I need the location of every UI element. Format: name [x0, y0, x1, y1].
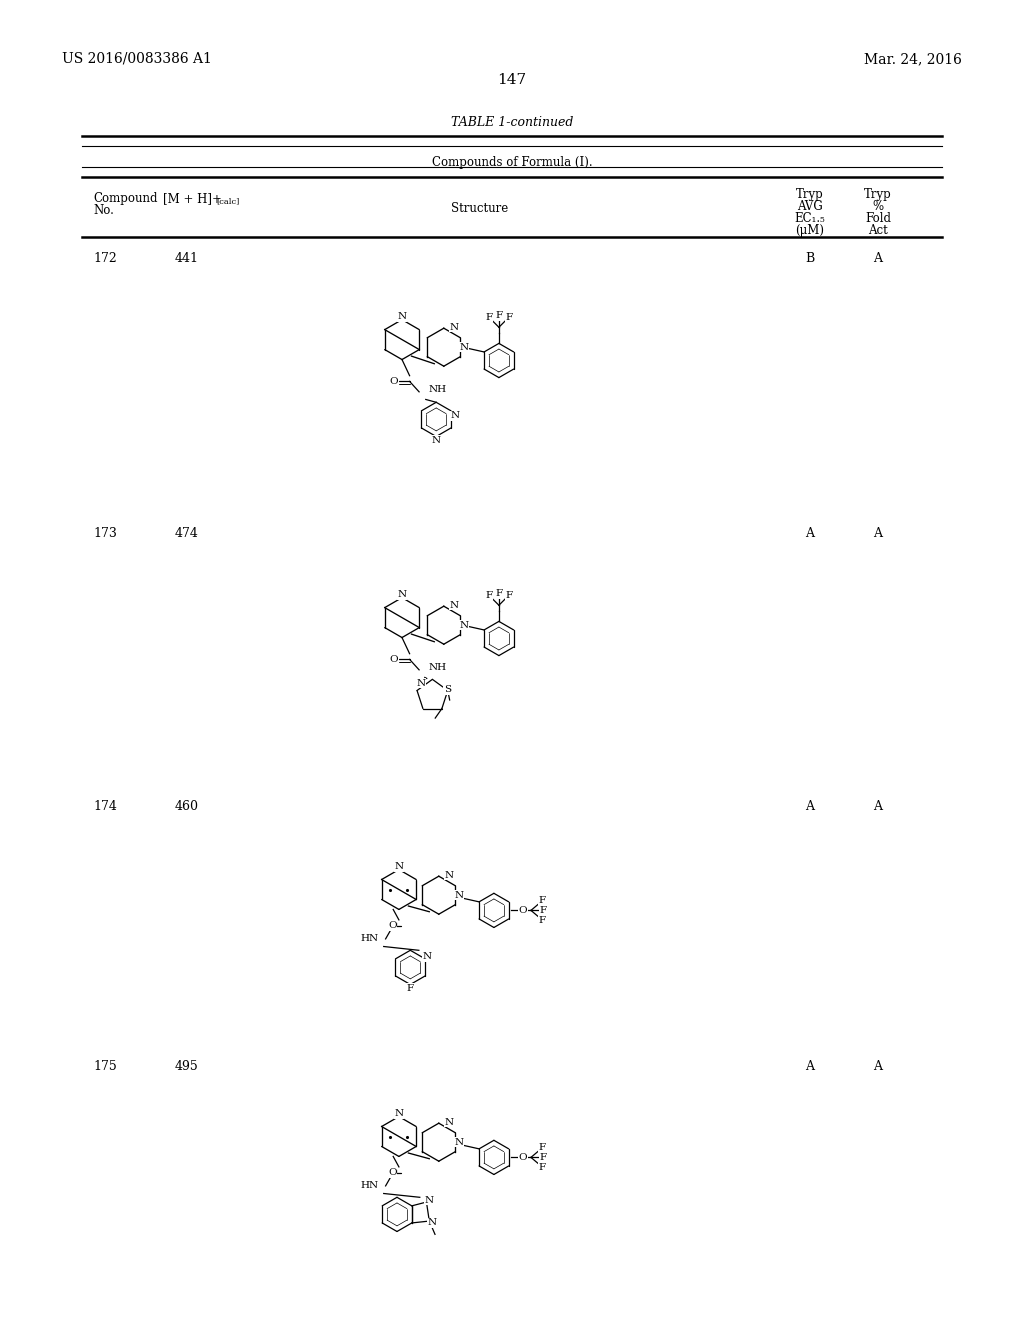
Text: O: O — [518, 906, 527, 915]
Text: B: B — [805, 252, 815, 265]
Text: N: N — [394, 862, 403, 871]
Text: Tryp: Tryp — [796, 187, 824, 201]
Text: F: F — [496, 312, 503, 321]
Text: N: N — [416, 678, 425, 688]
Text: N: N — [450, 601, 459, 610]
Text: F: F — [505, 313, 512, 322]
Text: 174: 174 — [93, 800, 117, 813]
Text: Mar. 24, 2016: Mar. 24, 2016 — [864, 51, 962, 66]
Text: EC₁.₅: EC₁.₅ — [795, 213, 825, 224]
Text: S: S — [443, 685, 451, 694]
Text: Compounds of Formula (I).: Compounds of Formula (I). — [432, 156, 592, 169]
Text: N: N — [459, 620, 468, 630]
Text: [M + H]+: [M + H]+ — [163, 191, 222, 205]
Text: Fold: Fold — [865, 213, 891, 224]
Text: N: N — [397, 590, 407, 599]
Text: F: F — [539, 1143, 546, 1152]
Text: NH: NH — [429, 664, 446, 672]
Text: N: N — [425, 1196, 434, 1205]
Text: 147: 147 — [498, 73, 526, 87]
Text: HN: HN — [360, 935, 379, 944]
Text: Act: Act — [868, 224, 888, 238]
Text: O: O — [518, 1152, 527, 1162]
Text: A: A — [873, 1060, 883, 1073]
Text: No.: No. — [93, 205, 114, 216]
Text: %: % — [872, 201, 884, 213]
Text: 175: 175 — [93, 1060, 117, 1073]
Text: Structure: Structure — [452, 202, 509, 215]
Text: F: F — [496, 589, 503, 598]
Text: TABLE 1-continued: TABLE 1-continued — [451, 116, 573, 129]
Text: O: O — [388, 921, 396, 931]
Text: 474: 474 — [175, 527, 199, 540]
Text: F: F — [505, 591, 512, 599]
Text: A: A — [873, 800, 883, 813]
Text: F: F — [539, 896, 546, 906]
Text: N: N — [394, 1109, 403, 1118]
Text: NH: NH — [429, 385, 446, 395]
Text: F: F — [407, 983, 414, 993]
Text: AVG: AVG — [797, 201, 823, 213]
Text: N: N — [444, 871, 454, 879]
Text: N: N — [451, 411, 460, 420]
Text: N: N — [423, 953, 432, 961]
Text: N: N — [450, 323, 459, 331]
Text: F: F — [539, 916, 546, 925]
Text: A: A — [806, 800, 814, 813]
Text: N: N — [397, 313, 407, 321]
Text: F: F — [539, 1163, 546, 1172]
Text: N: N — [455, 1138, 463, 1147]
Text: Tryp: Tryp — [864, 187, 892, 201]
Text: [calc]: [calc] — [216, 197, 240, 205]
Text: A: A — [806, 527, 814, 540]
Text: Compound: Compound — [93, 191, 158, 205]
Text: A: A — [873, 527, 883, 540]
Text: F: F — [485, 591, 493, 599]
Text: N: N — [455, 891, 463, 900]
Text: 173: 173 — [93, 527, 117, 540]
Text: HN: HN — [360, 1181, 379, 1191]
Text: N: N — [459, 343, 468, 351]
Text: O: O — [388, 1168, 396, 1177]
Text: N: N — [444, 1118, 454, 1127]
Text: 460: 460 — [175, 800, 199, 813]
Text: F: F — [485, 313, 493, 322]
Text: N: N — [428, 1218, 436, 1228]
Text: N: N — [432, 436, 440, 445]
Text: A: A — [873, 252, 883, 265]
Text: US 2016/0083386 A1: US 2016/0083386 A1 — [62, 51, 212, 66]
Text: F: F — [540, 1152, 547, 1162]
Text: (μM): (μM) — [796, 224, 824, 238]
Text: F: F — [540, 906, 547, 915]
Text: O: O — [390, 378, 398, 385]
Text: 495: 495 — [175, 1060, 199, 1073]
Text: A: A — [806, 1060, 814, 1073]
Text: 172: 172 — [93, 252, 117, 265]
Text: O: O — [390, 655, 398, 664]
Text: 441: 441 — [175, 252, 199, 265]
